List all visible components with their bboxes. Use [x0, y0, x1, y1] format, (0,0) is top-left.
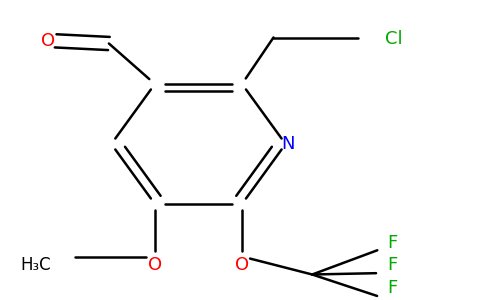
Text: N: N	[281, 135, 295, 153]
Text: F: F	[387, 256, 397, 274]
Text: O: O	[41, 32, 56, 50]
Text: O: O	[235, 256, 249, 274]
Text: Cl: Cl	[385, 30, 402, 48]
Text: F: F	[387, 234, 397, 252]
Text: O: O	[148, 256, 162, 274]
Text: F: F	[387, 279, 397, 297]
Text: H₃C: H₃C	[20, 256, 51, 274]
